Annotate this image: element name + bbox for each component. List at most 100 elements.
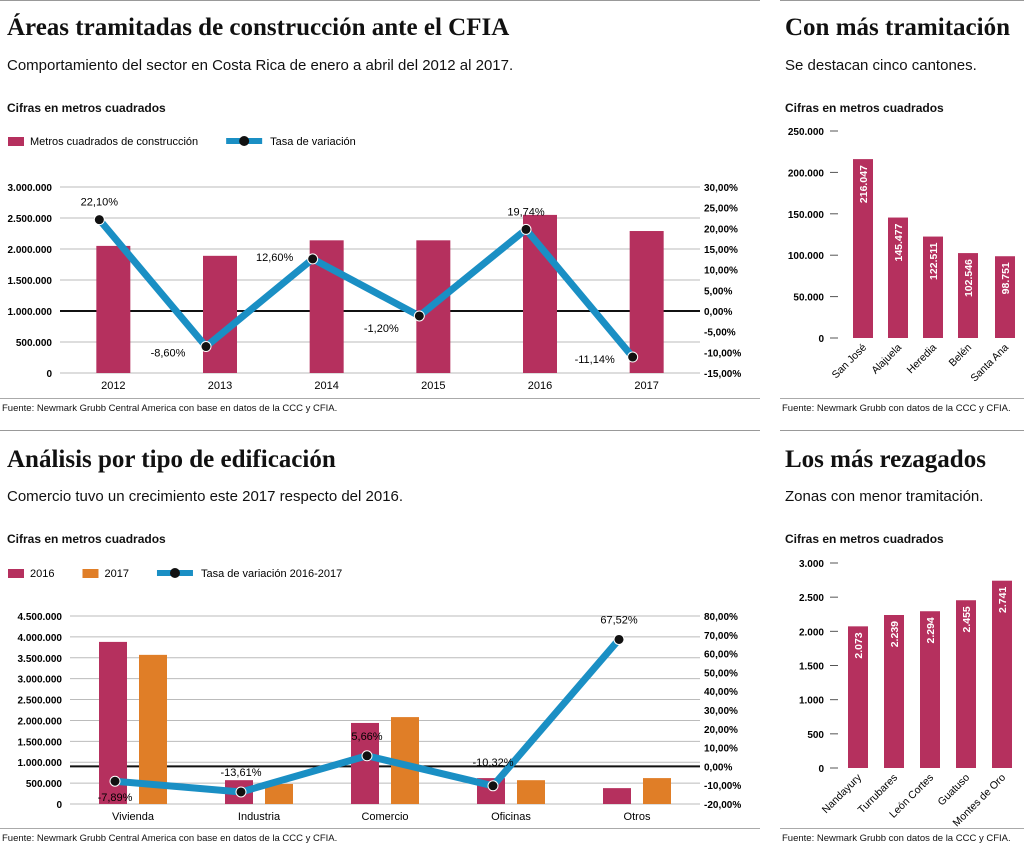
x-tick-label: San José bbox=[830, 342, 870, 382]
y-tick-label: 2.500.000 bbox=[8, 214, 53, 225]
data-label: 2.294 bbox=[925, 617, 937, 643]
divider bbox=[780, 828, 1024, 829]
chart-title: Con más tramitación bbox=[785, 14, 1010, 41]
y-tick-label: 1.500.000 bbox=[18, 737, 63, 748]
y-tick-label: 2.000 bbox=[799, 627, 824, 638]
y2-tick-label: -10,00% bbox=[704, 781, 741, 792]
line-marker bbox=[413, 310, 425, 322]
y2-tick-label: 30,00% bbox=[704, 183, 738, 194]
chart-title: Áreas tramitadas de construcción ante el… bbox=[7, 14, 510, 41]
x-tick-label: 2017 bbox=[634, 380, 658, 392]
x-tick-label: Oficinas bbox=[491, 811, 531, 823]
y-tick-label: 500 bbox=[807, 730, 824, 741]
x-tick-label: Alajuela bbox=[869, 342, 904, 377]
y-tick-label: 1.500.000 bbox=[8, 276, 53, 287]
legend-label: 2016 bbox=[30, 568, 54, 580]
line-series bbox=[96, 217, 636, 360]
data-label: 19,74% bbox=[507, 206, 545, 218]
line-marker bbox=[109, 775, 121, 787]
bar bbox=[920, 611, 940, 768]
y2-tick-label: 80,00% bbox=[704, 612, 738, 623]
divider bbox=[780, 0, 1024, 1]
chart-subtitle: Zonas con menor tramitación. bbox=[785, 488, 984, 505]
legend-label: Tasa de variación bbox=[270, 136, 356, 148]
x-tick-label: Vivienda bbox=[112, 811, 155, 823]
bar bbox=[956, 600, 976, 768]
line-marker bbox=[93, 214, 105, 226]
line-marker bbox=[487, 780, 499, 792]
source-note: Fuente: Newmark Grubb Central America co… bbox=[2, 833, 338, 844]
chart-subtitle: Comercio tuvo un crecimiento este 2017 r… bbox=[7, 488, 404, 505]
y-tick-label: 250.000 bbox=[788, 127, 825, 138]
data-label: -10,32% bbox=[473, 757, 514, 769]
y2-tick-label: 50,00% bbox=[704, 668, 738, 679]
x-tick-label: Belén bbox=[947, 342, 975, 370]
x-tick-label: Comercio bbox=[361, 811, 408, 823]
y-tick-label: 0 bbox=[56, 800, 62, 811]
x-tick-label: Santa Ana bbox=[968, 342, 1011, 385]
data-label: 102.546 bbox=[963, 259, 975, 297]
unit-label: Cifras en metros cuadrados bbox=[785, 101, 944, 115]
y2-tick-label: -10,00% bbox=[704, 348, 741, 359]
y2-tick-label: 10,00% bbox=[704, 266, 738, 277]
data-label: 216.047 bbox=[858, 165, 870, 203]
data-label: 67,52% bbox=[600, 614, 638, 626]
line-marker bbox=[235, 786, 247, 798]
legend-label: Metros cuadrados de construcción bbox=[30, 136, 198, 148]
y-tick-label: 3.000.000 bbox=[8, 183, 53, 194]
chart-title: Los más rezagados bbox=[785, 446, 986, 473]
line-marker bbox=[200, 341, 212, 353]
y2-tick-label: 70,00% bbox=[704, 631, 738, 642]
divider bbox=[0, 430, 760, 431]
y-tick-label: 500.000 bbox=[16, 338, 53, 349]
x-tick-label: Industria bbox=[238, 811, 281, 823]
bar bbox=[523, 214, 557, 373]
y2-tick-label: 30,00% bbox=[704, 706, 738, 717]
y-tick-label: 1.000.000 bbox=[8, 307, 53, 318]
legend-marker bbox=[169, 568, 180, 578]
divider bbox=[0, 0, 760, 1]
line-marker bbox=[613, 633, 625, 645]
y-tick-label: 500.000 bbox=[26, 779, 63, 790]
legend-swatch bbox=[8, 569, 24, 578]
data-label: -11,14% bbox=[575, 354, 615, 366]
data-label: 2.741 bbox=[997, 587, 1009, 613]
bar bbox=[139, 654, 167, 804]
line-marker bbox=[361, 750, 373, 762]
bar bbox=[629, 231, 664, 373]
bar bbox=[603, 788, 631, 804]
legend-label: Tasa de variación 2016-2017 bbox=[201, 568, 342, 580]
bar bbox=[96, 245, 131, 373]
source-note: Fuente: Newmark Grubb Central America co… bbox=[2, 403, 338, 414]
y-tick-label: 2.500 bbox=[799, 593, 824, 604]
y2-tick-label: 0,00% bbox=[704, 307, 732, 318]
data-label: 145.477 bbox=[893, 223, 905, 261]
data-label: 5,66% bbox=[351, 731, 382, 743]
y-tick-label: 3.000 bbox=[799, 559, 824, 570]
y2-tick-label: 40,00% bbox=[704, 687, 738, 698]
bar bbox=[853, 159, 873, 338]
y2-tick-label: -20,00% bbox=[704, 800, 741, 811]
x-tick-label: Otros bbox=[624, 811, 651, 823]
data-label: -13,61% bbox=[221, 767, 262, 779]
y-tick-label: 0 bbox=[818, 764, 824, 775]
line-marker bbox=[307, 253, 319, 265]
data-label: 2.455 bbox=[961, 606, 973, 632]
y2-tick-label: 15,00% bbox=[704, 245, 738, 256]
x-tick-label: 2015 bbox=[421, 380, 445, 392]
x-tick-label: 2016 bbox=[528, 380, 552, 392]
y-tick-label: 200.000 bbox=[788, 168, 825, 179]
source-note: Fuente: Newmark Grubb con datos de la CC… bbox=[782, 403, 1011, 414]
chart-title: Análisis por tipo de edificación bbox=[7, 446, 336, 473]
y2-tick-label: 5,00% bbox=[704, 286, 732, 297]
y2-tick-label: -15,00% bbox=[704, 369, 741, 380]
bar bbox=[995, 256, 1015, 338]
chart-subtitle: Comportamiento del sector en Costa Rica … bbox=[7, 57, 514, 74]
data-label: 2.073 bbox=[853, 632, 865, 658]
bar bbox=[958, 253, 978, 338]
x-tick-label: 2013 bbox=[208, 380, 232, 392]
bar bbox=[203, 255, 237, 373]
line-marker bbox=[627, 351, 639, 363]
y-tick-label: 3.500.000 bbox=[18, 654, 63, 665]
data-label: 122.511 bbox=[928, 242, 940, 280]
